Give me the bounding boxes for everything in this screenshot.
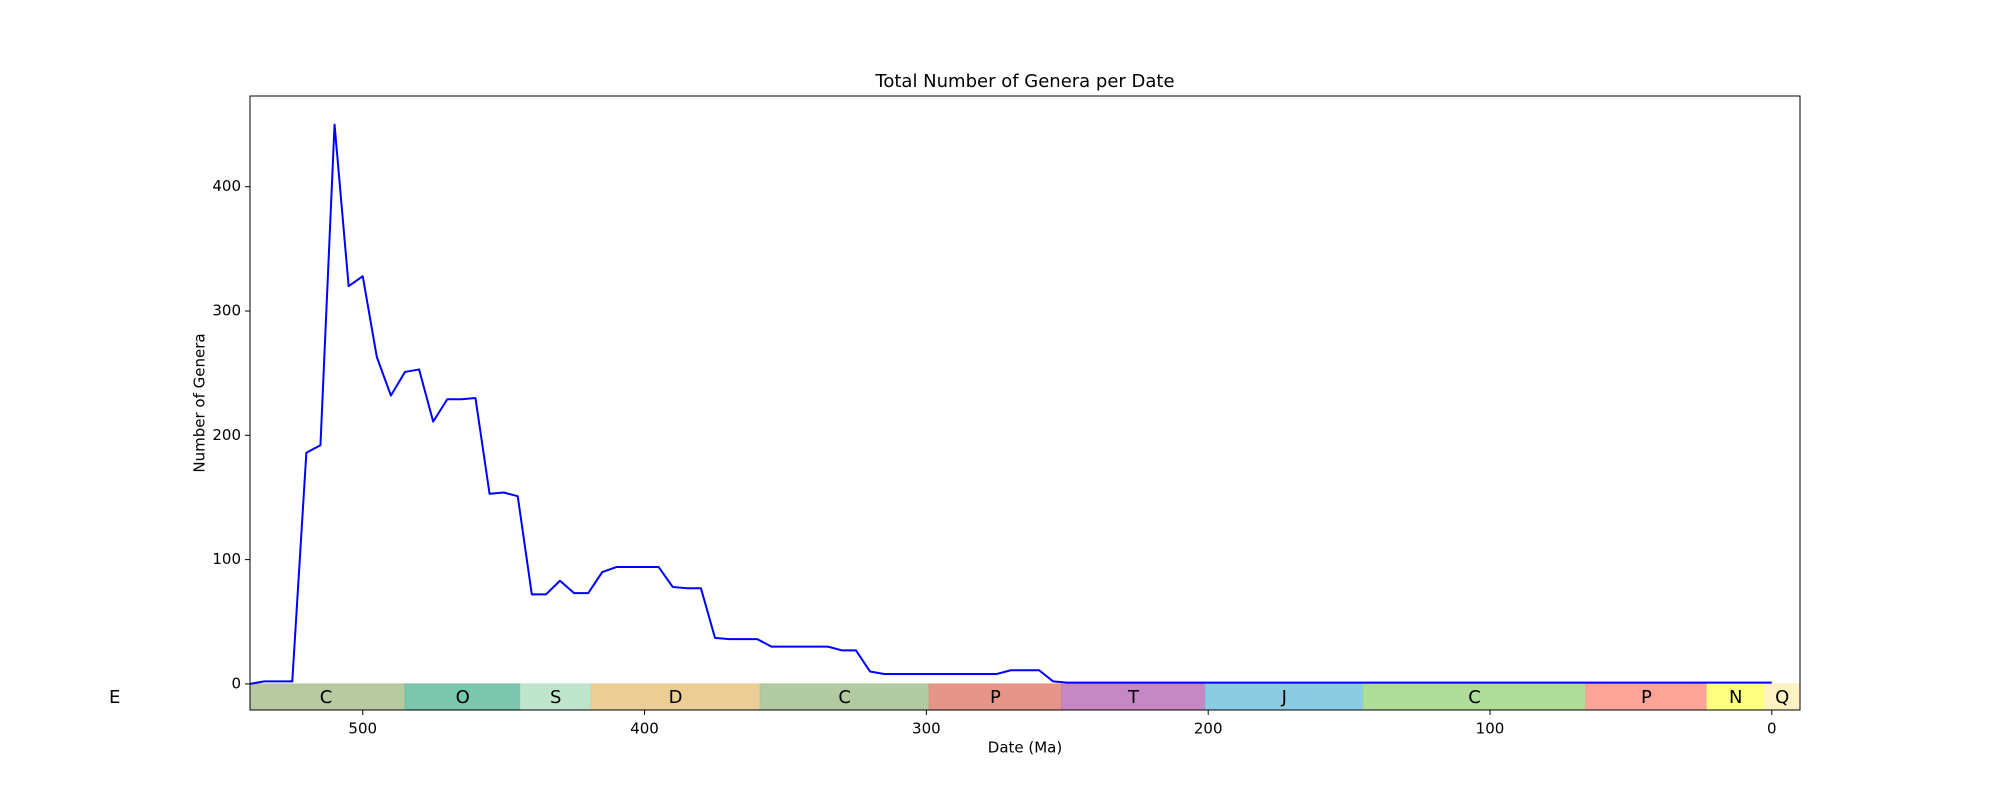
x-tick-label: 400 [630, 720, 659, 738]
period-label: C [838, 687, 851, 708]
period-label: P [1641, 687, 1652, 708]
x-tick-label: 200 [1194, 720, 1223, 738]
chart-title: Total Number of Genera per Date [874, 71, 1174, 92]
period-label: O [456, 687, 470, 708]
series-line [250, 123, 1772, 685]
period-label: E [109, 687, 120, 708]
period-label: C [1468, 687, 1481, 708]
period-label: C [320, 687, 333, 708]
plot-frame [249, 95, 1801, 711]
period-label: Q [1775, 687, 1789, 708]
y-axis-label: Number of Genera [191, 333, 209, 472]
y-tick-label: 0 [231, 674, 241, 692]
labels: E C O S D C P T J C P N Q 0 100 200 300 400 500 400 300 200 10… [109, 177, 1789, 737]
y-tick-label: 200 [212, 426, 241, 444]
period-label: N [1729, 687, 1742, 708]
period-label: D [669, 687, 683, 708]
period-band [1763, 683, 1800, 710]
period-label: J [1281, 687, 1287, 708]
x-tick-label: 100 [1476, 720, 1505, 738]
period-label: P [990, 687, 1001, 708]
plot-lines [250, 123, 1772, 685]
period-band [404, 683, 522, 710]
x-tick-label: 300 [912, 720, 941, 738]
x-tick-label: 500 [348, 720, 377, 738]
y-tick-label: 100 [212, 550, 241, 568]
period-band [1585, 683, 1708, 710]
period-band [1061, 683, 1206, 710]
period-band [590, 683, 761, 710]
period-band [1362, 683, 1587, 710]
y-tick-label: 400 [212, 177, 241, 195]
y-tick-label: 300 [212, 302, 241, 320]
period-band [1706, 683, 1765, 710]
period-label: T [1127, 687, 1140, 708]
x-tick-label: 0 [1767, 720, 1777, 738]
x-axis-label: Date (Ma) [988, 739, 1062, 757]
period-band [759, 683, 930, 710]
period-label: S [550, 687, 561, 708]
period-bands [250, 683, 1800, 710]
period-band [1204, 683, 1364, 710]
